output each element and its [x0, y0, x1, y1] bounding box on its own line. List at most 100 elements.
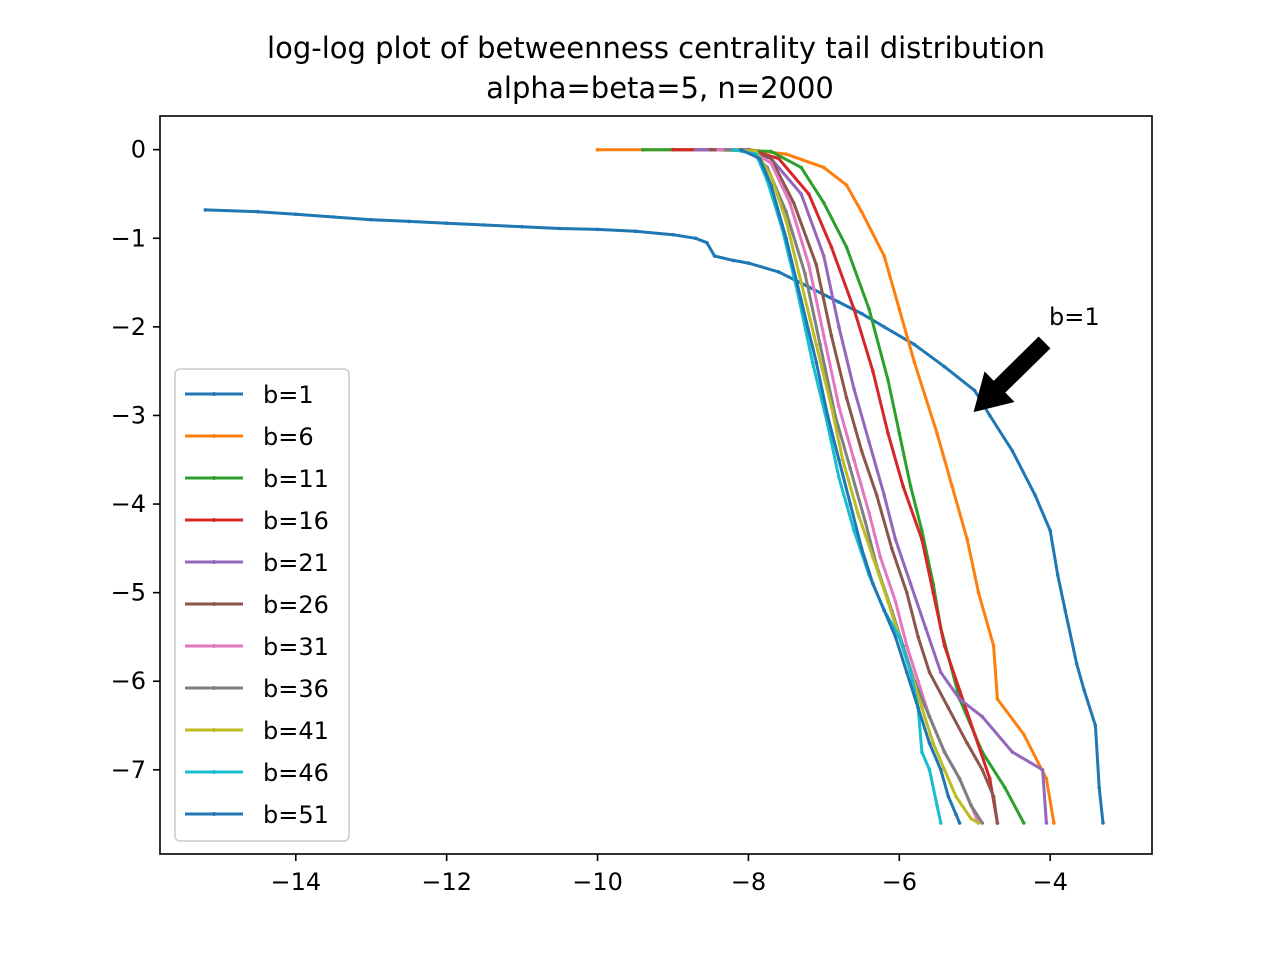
data-point [822, 165, 826, 170]
data-point [731, 258, 736, 263]
data-point [1022, 821, 1026, 825]
data-point [920, 528, 924, 533]
data-point [935, 431, 939, 436]
data-point [882, 254, 886, 258]
data-point [520, 224, 524, 229]
data-point [969, 803, 973, 808]
data-point [852, 307, 856, 311]
data-point [829, 404, 834, 409]
data-point [942, 364, 947, 369]
data-point [776, 156, 781, 161]
data-point [991, 794, 996, 799]
data-point [671, 232, 675, 237]
data-point [942, 644, 947, 648]
data-point [822, 333, 826, 338]
data-point [957, 776, 962, 781]
data-point [923, 626, 928, 630]
data-point [920, 537, 924, 542]
data-point [878, 555, 883, 559]
data-point [882, 325, 886, 329]
data-point [407, 219, 411, 224]
legend-label: b=31 [263, 633, 329, 661]
data-point [882, 608, 886, 613]
series-b=21 [693, 147, 1049, 825]
data-point [799, 298, 803, 303]
data-point [889, 546, 894, 551]
data-point [1048, 528, 1052, 533]
data-point [693, 147, 698, 152]
data-point [803, 271, 807, 276]
data-point [972, 732, 977, 737]
data-point [784, 236, 788, 241]
data-point [954, 812, 958, 816]
data-point [912, 342, 917, 347]
data-point [980, 768, 985, 772]
data-point [939, 768, 943, 772]
data-point [859, 546, 864, 551]
data-point [912, 360, 917, 365]
data-point [791, 201, 796, 205]
data-point [1044, 776, 1049, 781]
y-tick-label: 0 [131, 136, 146, 164]
data-point [939, 670, 943, 675]
data-point [369, 217, 374, 222]
annotation: b=1 [973, 303, 1100, 413]
data-point [920, 706, 924, 710]
legend-marker [212, 728, 216, 732]
data-point [897, 635, 902, 639]
data-point [848, 466, 853, 471]
data-point [954, 794, 958, 799]
data-point [716, 147, 720, 152]
legend-item: b=46 [185, 759, 329, 787]
legend-label: b=6 [263, 423, 314, 451]
legend-marker [212, 770, 216, 774]
legend-item: b=1 [185, 381, 314, 409]
data-point [871, 555, 875, 559]
data-point [946, 794, 951, 799]
data-point [950, 484, 954, 489]
legend-marker [212, 686, 216, 690]
data-point [867, 511, 871, 515]
data-point [731, 147, 736, 152]
data-point [203, 208, 208, 212]
data-point [837, 475, 841, 480]
x-axis: −14 −12 −10 −8 −6 −4 [270, 854, 1068, 896]
data-point [859, 209, 864, 214]
data-point [776, 270, 781, 274]
legend-item: b=41 [185, 717, 329, 745]
data-point [931, 590, 935, 595]
legend-label: b=21 [263, 549, 329, 577]
data-point [825, 413, 830, 418]
data-point [1040, 768, 1045, 772]
data-point [976, 590, 981, 595]
data-point [957, 821, 962, 825]
legend-marker [212, 560, 216, 564]
data-point [837, 325, 841, 329]
data-point [867, 307, 871, 311]
legend-label: b=11 [263, 465, 329, 493]
data-point [829, 333, 834, 338]
y-tick-label: −6 [111, 667, 146, 695]
legend-label: b=41 [263, 717, 329, 745]
legend-label: b=16 [263, 507, 329, 535]
data-point [641, 147, 645, 152]
data-point [927, 714, 932, 719]
data-point [844, 395, 849, 400]
data-point [991, 644, 996, 648]
data-point [871, 582, 875, 586]
series-line-b=26 [709, 148, 999, 825]
data-point [844, 245, 849, 249]
legend-frame [174, 368, 350, 842]
data-point [784, 218, 788, 223]
data-point [972, 388, 977, 393]
data-point [893, 635, 898, 639]
data-point [595, 147, 600, 152]
series-line-b=21 [694, 148, 1048, 825]
data-point [908, 670, 913, 675]
legend-item: b=6 [185, 423, 314, 451]
data-point [708, 147, 713, 152]
legend-label: b=36 [263, 675, 329, 703]
data-point [905, 590, 909, 595]
